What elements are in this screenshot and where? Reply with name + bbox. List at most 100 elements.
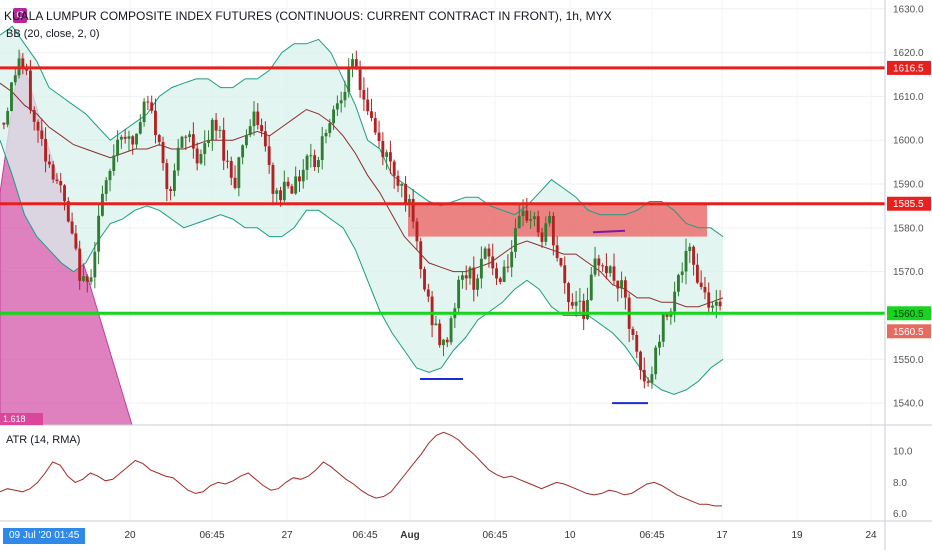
candle-body [604, 266, 608, 274]
candle-body [483, 248, 487, 259]
bollinger-lower [0, 140, 724, 395]
candle-body [495, 268, 498, 279]
candle-body [646, 381, 650, 383]
candle-body [244, 135, 248, 146]
candle-body [97, 215, 101, 252]
level-tag-text: 1560.5 [893, 309, 924, 320]
candle-body [601, 265, 605, 267]
candle-body [78, 248, 82, 281]
candle-body [699, 282, 703, 287]
candle-body [525, 210, 529, 221]
candle-body [119, 136, 123, 140]
candle-body [305, 155, 309, 170]
candle-body [301, 169, 305, 182]
candle-body [578, 300, 582, 302]
candle-body [313, 155, 317, 168]
candle-body [430, 296, 434, 326]
candle-body [275, 190, 279, 194]
candle-body [6, 110, 10, 125]
candle-body [464, 275, 468, 279]
candle-body [165, 163, 169, 190]
candle-body [563, 265, 567, 284]
candle-body [510, 251, 514, 268]
candle-body [423, 269, 426, 290]
candle-body [85, 276, 89, 282]
candle-body [271, 164, 275, 194]
candle-body [127, 136, 131, 139]
candle-body [582, 300, 586, 319]
candle-body [457, 279, 461, 309]
candle-body [612, 266, 616, 281]
candle-body [714, 301, 718, 306]
atr-line [0, 431, 722, 507]
x-tick-label: 06:45 [199, 530, 224, 541]
candle-body [661, 314, 665, 342]
candle-body [419, 241, 423, 270]
candle-body [172, 170, 176, 191]
candle-body [620, 280, 624, 289]
candle-body [112, 155, 116, 171]
candle-body [532, 216, 536, 220]
crosshair-date-badge: 09 Jul '20 01:45 [3, 528, 86, 544]
candle-body [358, 69, 362, 90]
candle-body [70, 221, 74, 234]
candle-body [135, 133, 138, 145]
x-tick-label: 06:45 [352, 530, 377, 541]
candle-body [89, 277, 93, 282]
candle-body [354, 59, 358, 70]
candle-body [154, 110, 157, 136]
atr-label[interactable]: ATR (14, RMA) [6, 434, 81, 446]
candle-body [574, 301, 578, 306]
candle-body [226, 160, 229, 162]
candle-body [191, 134, 195, 149]
atr-tick-label: 6.0 [893, 509, 907, 520]
candle-body [589, 274, 593, 301]
candle-body [82, 276, 85, 281]
candle-body [570, 302, 574, 306]
candle-body [404, 183, 408, 205]
candle-body [51, 164, 55, 180]
candle-body [491, 256, 495, 269]
candle-body [328, 123, 332, 133]
time-axis[interactable]: 20 06:45 27 06:45 Aug 06:45 10 06:45 17 19 24 [124, 530, 877, 541]
candle-body [241, 145, 245, 158]
candle-body [351, 59, 354, 67]
level-marker [592, 229, 626, 234]
candle-body [381, 141, 385, 157]
horizontal-levels[interactable] [0, 66, 885, 315]
candle-body [195, 148, 199, 164]
compare-badge[interactable]: C [13, 8, 27, 23]
candle-body [10, 82, 13, 111]
indicator-label[interactable]: BB (20, close, 2, 0) [6, 28, 100, 40]
candle-body [639, 351, 642, 370]
level-price-tag: 1560.5 [887, 306, 931, 321]
candle-body [718, 301, 722, 307]
candle-body [654, 347, 658, 375]
candle-body [320, 136, 324, 161]
last-price-tag: 1560.5 [887, 324, 931, 339]
candle-body [252, 111, 256, 127]
candle-body [150, 102, 154, 111]
level-price-tag: 1585.5 [887, 196, 931, 211]
level-price-tag: 1616.5 [887, 60, 931, 75]
x-tick-label: 20 [124, 530, 136, 541]
y-tick-label: 1580.0 [893, 223, 924, 234]
candle-body [536, 216, 540, 233]
y-tick-label: 1610.0 [893, 92, 924, 103]
candle-body [2, 122, 6, 125]
bollinger-fill [0, 26, 723, 395]
candle-body [180, 136, 184, 148]
candle-body [32, 110, 36, 122]
candle-body [540, 232, 544, 242]
candle-body [108, 170, 112, 181]
atr-axis[interactable]: 10.0 8.0 6.0 [893, 447, 913, 521]
candle-body [658, 341, 661, 348]
candle-body [263, 131, 267, 147]
candle-body [396, 175, 400, 186]
candle-body [267, 146, 271, 165]
last-price-bg [887, 324, 931, 339]
candle-body [385, 152, 389, 157]
candle-body [517, 215, 521, 229]
y-tick-label: 1540.0 [893, 399, 924, 410]
